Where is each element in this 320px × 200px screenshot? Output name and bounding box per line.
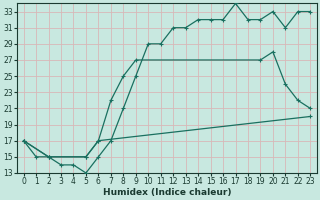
X-axis label: Humidex (Indice chaleur): Humidex (Indice chaleur) — [103, 188, 231, 197]
